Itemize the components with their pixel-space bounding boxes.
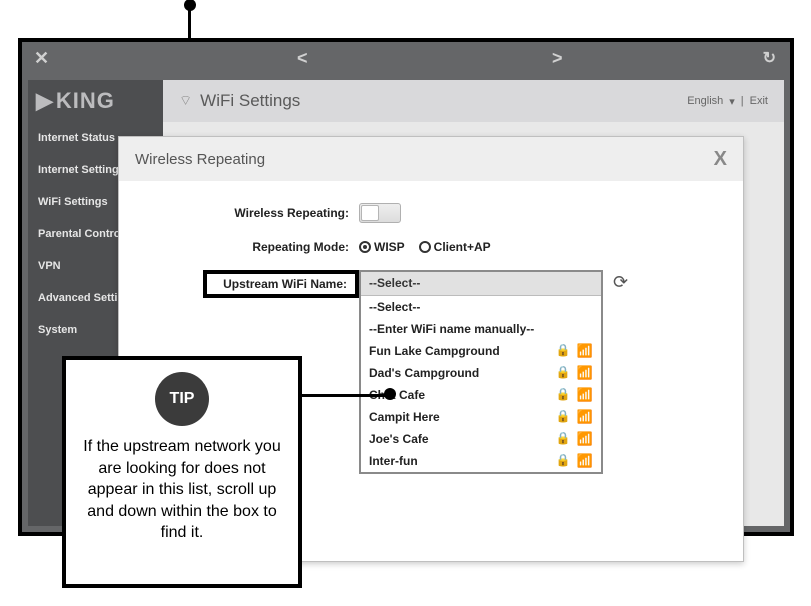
select-current-value[interactable]: --Select-- [361, 272, 601, 296]
select-option-network[interactable]: Joe's Cafe 🔒 📶 [361, 428, 601, 450]
modal-close-button[interactable]: X [714, 148, 727, 171]
signal-icon: 📶 [577, 387, 593, 403]
radio-icon [419, 241, 431, 253]
logo-triangle-icon: ▶ [36, 88, 54, 114]
refresh-networks-icon[interactable]: ⟳ [613, 272, 628, 293]
close-icon[interactable]: ✕ [34, 48, 49, 69]
radio-clientap-label: Client+AP [434, 240, 491, 254]
forward-icon[interactable]: > [552, 48, 563, 69]
radio-wisp-label: WISP [374, 240, 405, 254]
wireless-repeating-toggle[interactable] [359, 203, 401, 223]
wireless-repeating-label: Wireless Repeating: [149, 206, 359, 220]
select-option-network[interactable]: Inter-fun 🔒 📶 [361, 450, 601, 472]
brand-logo: ▶ KING [28, 80, 163, 122]
signal-icon: 📶 [577, 365, 593, 381]
toggle-knob [361, 205, 379, 221]
radio-wisp[interactable]: WISP [359, 239, 405, 254]
lock-icon: 🔒 [556, 365, 571, 381]
lock-icon: 🔒 [556, 431, 571, 447]
network-name: Inter-fun [369, 454, 418, 468]
callout-dot-tip [384, 388, 396, 400]
select-option-network[interactable]: Dad's Campground 🔒 📶 [361, 362, 601, 384]
upstream-wifi-name-label: Upstream WiFi Name: [203, 270, 359, 298]
tip-badge: TIP [155, 372, 209, 426]
select-option-network[interactable]: Chat Cafe 🔒📶 [361, 384, 601, 406]
tip-callout: TIP If the upstream network you are look… [62, 356, 302, 588]
callout-line-tip [302, 394, 388, 397]
lock-icon: 🔒 [556, 343, 571, 359]
logo-text: KING [56, 88, 115, 114]
radio-clientap[interactable]: Client+AP [419, 239, 491, 254]
lock-icon: 🔒 [556, 409, 571, 425]
select-option-network[interactable]: Campit Here 🔒 📶 [361, 406, 601, 428]
back-icon[interactable]: < [297, 48, 308, 69]
reload-icon[interactable]: ↻ [763, 48, 776, 68]
signal-icon: 📶 [577, 343, 593, 359]
network-name: Dad's Campground [369, 366, 479, 380]
select-option-manual[interactable]: --Enter WiFi name manually-- [361, 318, 601, 340]
lock-icon: 🔒 [556, 453, 571, 469]
modal-header: Wireless Repeating X [119, 137, 743, 181]
select-dropdown-list[interactable]: --Select-- --Enter WiFi name manually-- … [361, 296, 601, 472]
lock-icon: 🔒 [556, 387, 571, 403]
upstream-wifi-select[interactable]: --Select-- --Select-- --Enter WiFi name … [359, 270, 603, 474]
signal-icon: 📶 [577, 453, 593, 469]
network-name: Campit Here [369, 410, 440, 424]
signal-icon: 📶 [577, 431, 593, 447]
network-name: Joe's Cafe [369, 432, 429, 446]
select-option-network[interactable]: Fun Lake Campground 🔒 📶 [361, 340, 601, 362]
tip-text: If the upstream network you are looking … [82, 436, 282, 544]
signal-icon: 📶 [577, 409, 593, 425]
browser-toolbar: ✕ < > ↻ [22, 42, 790, 74]
radio-icon [359, 241, 371, 253]
network-name: Fun Lake Campground [369, 344, 500, 358]
repeating-mode-label: Repeating Mode: [149, 240, 359, 254]
select-option-select[interactable]: --Select-- [361, 296, 601, 318]
modal-title: Wireless Repeating [135, 151, 265, 168]
